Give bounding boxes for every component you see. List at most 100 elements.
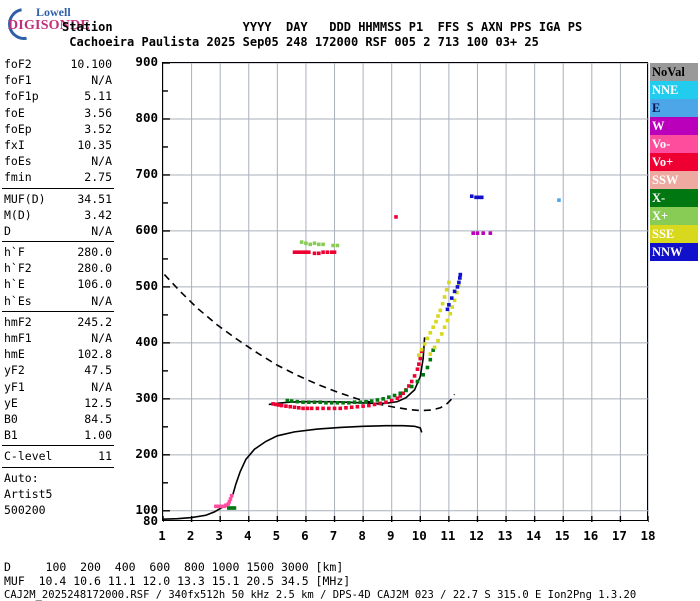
- param-row-hme: hmE 102.8: [2, 346, 114, 362]
- y-tick-label: 80: [142, 513, 158, 528]
- legend-item-vo[interactable]: Vo-: [650, 135, 698, 153]
- param-name: foF2: [4, 57, 32, 71]
- param-value: N/A: [91, 223, 112, 238]
- param-name: yE: [4, 395, 18, 410]
- legend-item-w[interactable]: W: [650, 117, 698, 135]
- param-row-fmin: fmin 2.75: [2, 169, 114, 185]
- param-row-b1: B1 1.00: [2, 427, 114, 443]
- legend-item-vo[interactable]: Vo+: [650, 153, 698, 171]
- y-tick-label: 900: [135, 54, 158, 69]
- x-tick-label: 18: [640, 528, 656, 543]
- y-tick-label: 300: [135, 389, 158, 405]
- legend-item-sse[interactable]: SSE: [650, 225, 698, 243]
- x-tick-label: 16: [583, 528, 599, 543]
- param-name: foF1: [4, 73, 32, 88]
- y-tick-label: 200: [135, 445, 158, 461]
- plot-data-traces: [163, 194, 561, 520]
- x-tick-label: 5: [272, 528, 281, 543]
- param-divider: [2, 187, 114, 189]
- param-name: C-level: [4, 449, 53, 464]
- param-value: N/A: [91, 73, 112, 88]
- param-row-fof1: foF1 N/A: [2, 72, 114, 88]
- param-value: 1.00: [84, 428, 112, 443]
- param-value: 5.11: [84, 89, 112, 104]
- param-divider: [2, 466, 114, 468]
- param-name: foF1p: [4, 89, 39, 104]
- x-tick-label: 9: [386, 528, 395, 543]
- x-tick-label: 13: [497, 528, 513, 543]
- param-value: N/A: [91, 293, 112, 308]
- param-row-he: h`E 106.0: [2, 276, 114, 292]
- y-tick-label: 800: [135, 109, 158, 125]
- param-row-md: M(D) 3.42: [2, 207, 114, 223]
- param-value: 84.5: [84, 411, 112, 426]
- param-row-hes: h`Es N/A: [2, 293, 114, 309]
- auto-line: Artist5: [4, 486, 53, 501]
- logo-digisonde-text: DIGISONDE: [8, 18, 90, 33]
- param-value: 11: [98, 449, 112, 464]
- param-name: D: [4, 223, 11, 238]
- param-value: 2.75: [84, 170, 112, 185]
- param-value: N/A: [91, 331, 112, 345]
- param-name: h`F: [4, 245, 25, 260]
- param-row-foep: foEp 3.52: [2, 121, 114, 137]
- footer-distance-row: D 100 200 400 600 800 1000 1500 3000 [km…: [4, 560, 344, 574]
- param-value: 10.100: [70, 57, 112, 71]
- param-row-hf: h`F 280.0: [2, 244, 114, 260]
- param-name: hmF2: [4, 314, 32, 329]
- param-name: yF1: [4, 379, 25, 394]
- param-row-fxi: fxI 10.35: [2, 137, 114, 153]
- legend-item-ssw[interactable]: SSW: [650, 171, 698, 189]
- param-name: B0: [4, 411, 18, 426]
- param-divider: [2, 241, 114, 243]
- x-tick-label: 3: [215, 528, 223, 543]
- auto-line: Auto:: [4, 470, 39, 485]
- param-row-mufd: MUF(D) 34.51: [2, 191, 114, 207]
- x-tick-label: 1: [158, 528, 166, 543]
- param-value: 34.51: [77, 191, 112, 206]
- lowell-digisonde-logo: Lowell DIGISONDE: [1, 1, 134, 47]
- header-labels-row: Station YYYY DAY DDD HHMMSS P1 FFS S AXN…: [62, 20, 583, 34]
- y-tick-label: 400: [135, 333, 158, 349]
- x-tick-label: 14: [526, 528, 542, 543]
- param-value: 12.5: [84, 395, 112, 410]
- legend-item-noval[interactable]: NoVal: [650, 63, 698, 81]
- header-values-row: Cachoeira Paulista 2025 Sep05 248 172000…: [62, 35, 539, 49]
- param-name: M(D): [4, 207, 32, 222]
- footer-muf-row: MUF 10.4 10.6 11.1 12.0 13.3 15.1 20.5 3…: [4, 574, 351, 588]
- param-name: B1: [4, 428, 18, 443]
- param-value: 47.5: [84, 363, 112, 378]
- param-row-d: D N/A: [2, 223, 114, 239]
- param-value: 245.2: [77, 314, 112, 329]
- param-row-yf1: yF1 N/A: [2, 379, 114, 395]
- param-value: N/A: [91, 154, 112, 169]
- param-row-ye: yE 12.5: [2, 395, 114, 411]
- x-tick-label: 6: [301, 528, 309, 543]
- polarization-legend[interactable]: NoVal NNE E W Vo- Vo+ SSW X- X+ SSE NNW: [650, 63, 698, 261]
- y-axis-labels: 80 100 200 300 400 500 600 700 800 900: [112, 0, 158, 600]
- legend-item-e[interactable]: E: [650, 99, 698, 117]
- ionogram-plot[interactable]: [162, 62, 649, 522]
- param-name: fmin: [4, 170, 32, 185]
- y-tick-label: 600: [135, 221, 158, 237]
- logo-lowell-text: Lowell: [36, 5, 71, 19]
- param-value: 3.42: [84, 207, 112, 222]
- y-tick-label: 700: [135, 165, 158, 181]
- legend-item-nne[interactable]: NNE: [650, 81, 698, 99]
- legend-item-nnw[interactable]: NNW: [650, 243, 698, 261]
- param-value: 3.56: [84, 105, 112, 120]
- param-value: 280.0: [77, 245, 112, 260]
- legend-item-x[interactable]: X-: [650, 189, 698, 207]
- param-name: foE: [4, 105, 25, 120]
- x-axis-labels: 1 2 3 4 5 6 7 8 9 10 11 12 13 14 15 16 17 18: [0, 528, 700, 546]
- param-value: 280.0: [77, 261, 112, 276]
- param-row-b0: B0 84.5: [2, 411, 114, 427]
- footer-file-row: CAJ2M_2025248172000.RSF / 340fx512h 50 k…: [4, 589, 637, 601]
- param-divider: [2, 310, 114, 312]
- legend-item-x[interactable]: X+: [650, 207, 698, 225]
- param-row-hmf2: hmF2 245.2: [2, 314, 114, 330]
- param-name: hmF1: [4, 331, 32, 345]
- x-tick-label: 2: [186, 528, 195, 543]
- param-row-hmf1: hmF1 N/A: [2, 330, 114, 346]
- param-row-fof2: foF2 10.100: [2, 56, 114, 72]
